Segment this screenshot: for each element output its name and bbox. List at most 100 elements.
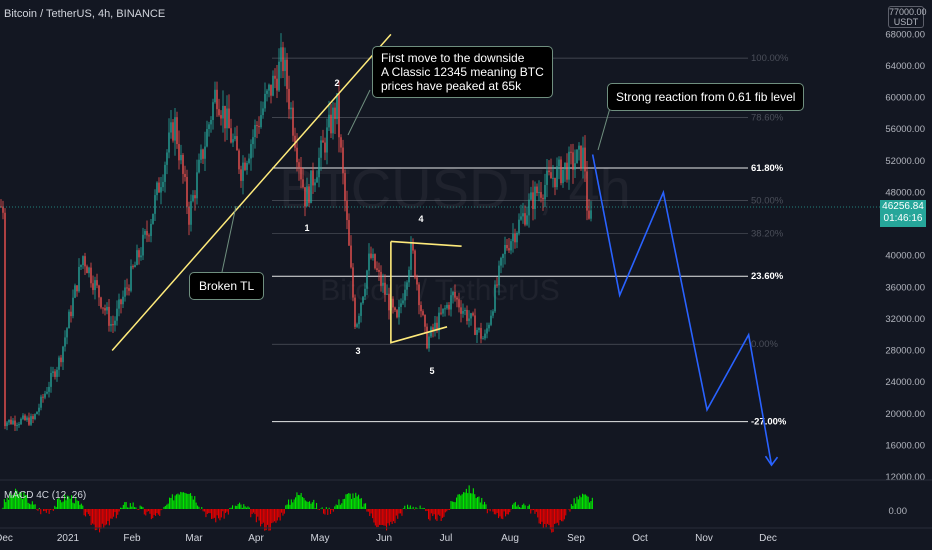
macd-bar — [358, 494, 360, 509]
candle-body — [334, 107, 336, 120]
macd-bar — [384, 509, 386, 526]
macd-bar — [136, 509, 138, 510]
candle-body — [10, 419, 12, 425]
candle-body — [404, 289, 406, 301]
macd-bar — [471, 493, 473, 509]
candle-body — [178, 144, 180, 161]
candle-body — [32, 416, 34, 420]
time-tick-label: Oct — [632, 533, 648, 544]
candle-body — [48, 386, 50, 392]
macd-bar — [391, 509, 393, 524]
candle-body — [564, 162, 566, 170]
macd-bar — [353, 497, 355, 509]
macd-bar — [500, 509, 502, 519]
candle-body — [288, 88, 290, 110]
macd-bar — [443, 509, 445, 517]
macd-bar — [55, 507, 57, 509]
candle-body — [492, 311, 494, 316]
macd-bar — [195, 502, 197, 509]
macd-bar — [464, 492, 466, 509]
macd-bar — [447, 509, 449, 511]
macd-bar — [99, 509, 101, 533]
macd-bar — [269, 509, 271, 531]
candle-body — [170, 122, 172, 133]
callout-downside[interactable]: First move to the downside A Classic 123… — [372, 46, 553, 98]
callout-broken-tl[interactable]: Broken TL — [189, 272, 265, 300]
macd-bar — [229, 508, 231, 509]
macd-bar — [474, 494, 476, 509]
macd-bar — [423, 508, 425, 509]
candle-body — [406, 282, 408, 290]
macd-bar — [94, 509, 96, 531]
macd-bar — [409, 505, 411, 509]
candle-body — [570, 151, 572, 153]
macd-bar — [325, 507, 327, 509]
time-tick-label: Apr — [248, 533, 264, 544]
macd-bar — [503, 509, 505, 512]
macd-bar — [139, 505, 141, 509]
price-tick-label: 60000.00 — [885, 93, 925, 104]
macd-bar — [271, 509, 273, 524]
macd-bar — [215, 509, 217, 523]
projection-path[interactable] — [591, 154, 779, 467]
price-tick-label: 52000.00 — [885, 156, 925, 167]
candle-body — [494, 284, 496, 312]
candle-body — [158, 182, 160, 193]
trendline[interactable] — [111, 33, 462, 352]
candle-body — [214, 89, 216, 103]
macd-bar — [57, 498, 59, 509]
candle-body — [534, 186, 536, 210]
macd-bar — [243, 504, 245, 509]
candle-body — [132, 266, 134, 268]
candle-body — [440, 312, 442, 314]
price-axis[interactable]: 68000.00 64000.00 60000.00 56000.00 52000.00… — [885, 29, 925, 517]
axis-unit-box[interactable]: 77000.00 USDT — [888, 6, 927, 28]
macd-bar — [127, 507, 129, 509]
macd-bar — [143, 509, 145, 515]
macd-label[interactable]: MACD 4C (12, 26) — [4, 490, 87, 501]
symbol-header[interactable]: Bitcoin / TetherUS, 4h, BINANCE — [4, 8, 166, 20]
macd-bar — [577, 499, 579, 509]
candle-body — [218, 109, 220, 116]
candle-body — [24, 415, 26, 421]
macd-bar — [502, 509, 504, 520]
candle-body — [370, 253, 372, 258]
candle-body — [238, 150, 240, 170]
macd-bar — [59, 500, 61, 509]
price-tick-label: 40000.00 — [885, 251, 925, 262]
macd-bar — [220, 509, 222, 518]
macd-bar — [460, 495, 462, 509]
macd-bar — [73, 503, 75, 509]
macd-bar — [383, 509, 385, 526]
price-tick-label: 36000.00 — [885, 282, 925, 293]
candle-body — [78, 266, 80, 292]
macd-bar — [505, 509, 507, 517]
candle-body — [72, 297, 74, 317]
macd-bar — [590, 500, 592, 509]
candle-body — [206, 129, 208, 147]
candle-body — [182, 154, 184, 174]
candle-body — [112, 324, 114, 326]
candle-body — [466, 309, 468, 321]
candle-body — [248, 158, 250, 163]
macd-bar — [492, 509, 494, 512]
macd-bar — [327, 509, 329, 515]
candle-body — [366, 270, 368, 289]
candle-body — [226, 108, 228, 129]
candle-body — [148, 235, 150, 237]
candle-body — [348, 220, 350, 246]
candle-body — [84, 256, 86, 267]
macd-bar — [111, 509, 113, 519]
time-tick-label: Dec — [0, 533, 13, 544]
macd-bar — [274, 509, 276, 522]
candle-body — [6, 422, 8, 427]
time-axis[interactable]: Dec 2021 Feb Mar Apr May Jun Jul Aug Sep Oct Nov Dec — [0, 533, 777, 544]
current-price-tag: 46256.84 01:46:16 — [880, 200, 926, 227]
macd-bar — [174, 495, 176, 509]
macd-bar — [402, 508, 404, 509]
candle-body — [402, 300, 404, 304]
macd-bar — [314, 508, 316, 509]
candle-body — [346, 200, 348, 221]
callout-fib-reaction[interactable]: Strong reaction from 0.61 fib level — [607, 83, 805, 111]
